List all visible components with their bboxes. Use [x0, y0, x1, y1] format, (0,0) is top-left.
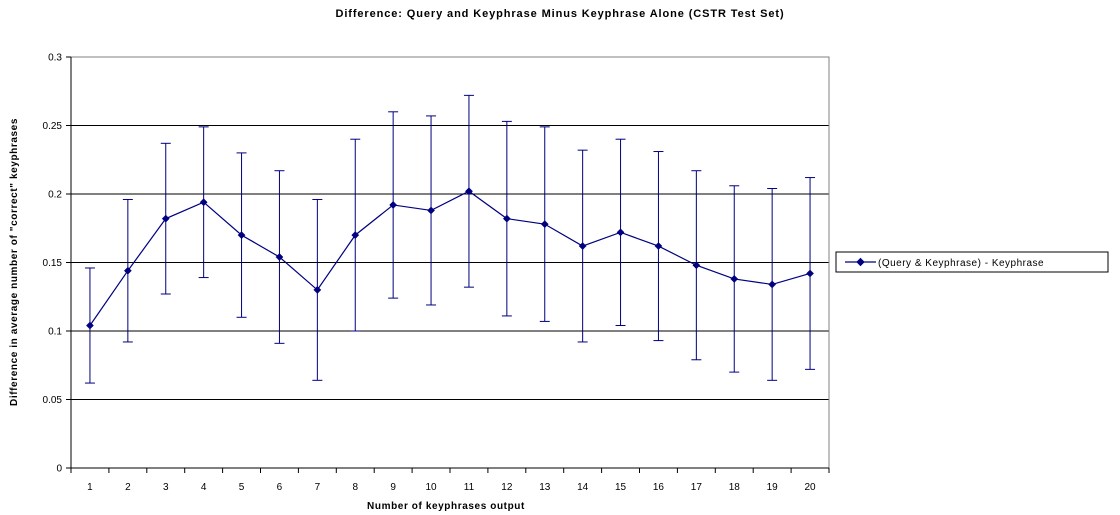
- series-markers: [85, 187, 815, 330]
- x-tick-label: 15: [615, 482, 627, 493]
- x-tick-label: 11: [464, 482, 475, 493]
- y-tick-label: 0.2: [48, 190, 62, 201]
- x-tick-label: 2: [125, 482, 131, 493]
- data-point: [502, 214, 511, 223]
- plot-area: 00.050.10.150.20.250.3 1 2 3 4 5 6 7 8 9 10 11 12 13…: [43, 53, 830, 493]
- x-tick-label: 6: [277, 482, 283, 493]
- y-tick-label: 0: [56, 464, 62, 475]
- data-point: [199, 198, 208, 207]
- gridlines: [71, 125, 829, 400]
- data-point: [578, 242, 587, 251]
- data-point: [161, 214, 170, 223]
- x-tick-label: 8: [352, 482, 358, 493]
- legend-box: [835, 251, 1109, 273]
- x-tick-label: 13: [539, 482, 551, 493]
- data-point: [464, 187, 473, 196]
- axes: [66, 56, 830, 473]
- x-tick-label: 4: [201, 482, 207, 493]
- data-point: [540, 220, 549, 229]
- chart-title: Difference: Query and Keyphrase Minus Ke…: [335, 8, 784, 20]
- data-point: [427, 206, 436, 215]
- data-point: [730, 274, 739, 283]
- data-point: [275, 253, 284, 261]
- x-tick-label: 5: [239, 482, 245, 493]
- data-point: [85, 321, 94, 330]
- x-tick-label: 9: [390, 482, 396, 493]
- legend-marker: [856, 257, 865, 267]
- y-tick-label: 0.1: [48, 327, 62, 338]
- data-point: [616, 228, 625, 237]
- x-tick-label: 1: [87, 482, 93, 493]
- x-tick-label: 19: [767, 482, 779, 493]
- x-axis-label: Number of keyphrases output: [367, 501, 525, 512]
- data-point: [768, 280, 777, 289]
- x-tick-label: 12: [501, 482, 513, 493]
- legend-label: (Query & Keyphrase) - Keyphrase: [878, 258, 1044, 269]
- y-tick-labels: 0 0.05 0.1 0.15 0.2 0.25 0.3: [43, 53, 63, 475]
- x-tick-label: 14: [577, 482, 589, 493]
- data-point: [806, 269, 815, 278]
- y-tick-label: 0.05: [43, 395, 63, 406]
- data-point: [313, 285, 322, 294]
- y-tick-label: 0.15: [43, 258, 63, 269]
- y-tick-label: 0.3: [48, 53, 62, 64]
- series-line: [89, 190, 811, 326]
- x-tick-label: 20: [804, 482, 816, 493]
- x-tick-label: 3: [163, 482, 169, 493]
- x-tick-label: 18: [729, 482, 741, 493]
- x-tick-labels: 1 2 3 4 5 6 7 8 9 10 11 12 13 14 15 16 17 18 19 20: [87, 482, 816, 493]
- legend: (Query & Keyphrase) - Keyphrase: [835, 251, 1109, 273]
- x-tick-label: 17: [691, 482, 703, 493]
- data-point: [237, 231, 246, 240]
- x-tick-label: 7: [315, 482, 321, 493]
- y-axis-label: Difference in average number of "correct…: [9, 118, 20, 406]
- data-point: [123, 266, 132, 275]
- x-tick-label: 10: [425, 482, 437, 493]
- data-point: [389, 201, 398, 209]
- data-point: [351, 231, 360, 240]
- error-bars: [84, 94, 816, 384]
- data-point: [692, 261, 701, 270]
- data-point: [654, 242, 663, 251]
- y-tick-label: 0.25: [43, 121, 63, 132]
- x-tick-label: 16: [653, 482, 665, 493]
